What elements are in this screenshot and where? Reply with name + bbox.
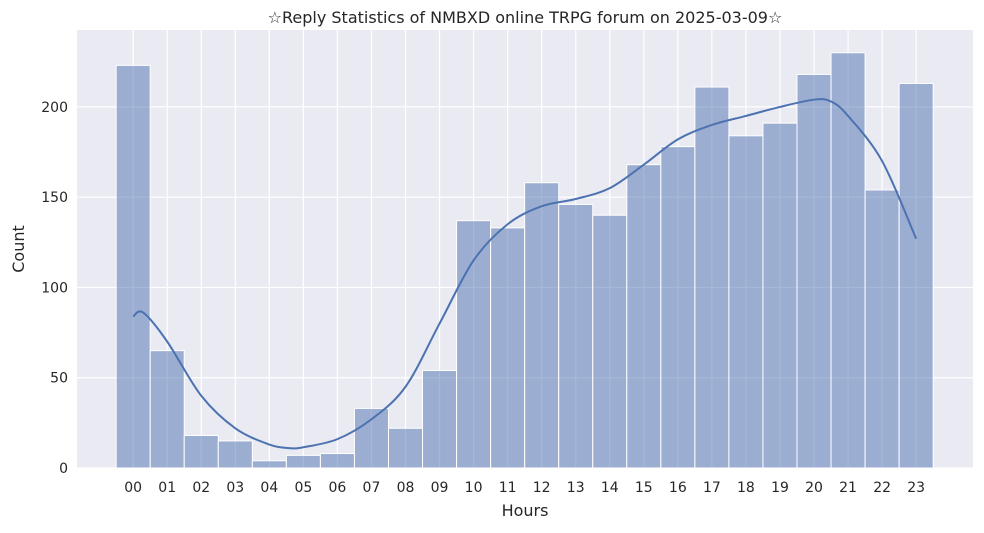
bar-17 <box>694 86 730 469</box>
bar-23 <box>898 82 934 469</box>
x-tick-label: 01 <box>158 480 176 496</box>
y-tick-label: 100 <box>41 280 68 296</box>
bar-08 <box>387 427 424 469</box>
y-axis-label: Count <box>9 225 28 273</box>
bar-14 <box>592 214 628 469</box>
bar-00 <box>115 64 151 469</box>
x-tick-label: 20 <box>805 480 823 496</box>
bar-22 <box>864 189 900 469</box>
y-tick-label: 200 <box>41 100 68 116</box>
bar-04 <box>251 460 287 469</box>
bar-05 <box>285 454 321 469</box>
y-tick-label: 50 <box>50 371 68 387</box>
bar-13 <box>558 203 594 469</box>
bar-15 <box>626 164 662 469</box>
bar-02 <box>183 435 219 469</box>
bar-18 <box>728 135 764 469</box>
x-tick-label: 15 <box>635 480 653 496</box>
kde-line <box>132 98 918 450</box>
x-tick-label: 13 <box>567 480 585 496</box>
bar-21 <box>830 52 866 469</box>
x-tick-label: 04 <box>260 480 278 496</box>
bar-03 <box>217 440 253 469</box>
x-tick-label: 10 <box>465 480 483 496</box>
bar-01 <box>149 350 185 469</box>
bar-19 <box>762 122 798 469</box>
x-tick-label: 14 <box>601 480 619 496</box>
x-tick-label: 08 <box>397 480 415 496</box>
x-tick-label: 00 <box>124 480 142 496</box>
bar-11 <box>490 227 526 469</box>
x-tick-label: 03 <box>226 480 244 496</box>
x-tick-label: 09 <box>431 480 449 496</box>
x-tick-label: 16 <box>669 480 687 496</box>
x-axis-label: Hours <box>502 501 549 520</box>
bar-12 <box>524 182 560 469</box>
x-tick-label: 02 <box>192 480 210 496</box>
bar-20 <box>796 73 832 469</box>
bar-09 <box>422 370 458 469</box>
y-tick-label: 150 <box>41 190 68 206</box>
bar-06 <box>319 453 355 469</box>
x-tick-label: 21 <box>839 480 857 496</box>
x-tick-label: 07 <box>363 480 381 496</box>
bar-10 <box>456 220 492 469</box>
x-tick-label: 22 <box>873 480 891 496</box>
chart-title: ☆Reply Statistics of NMBXD online TRPG f… <box>268 8 783 27</box>
x-tick-label: 18 <box>737 480 755 496</box>
x-tick-label: 12 <box>533 480 551 496</box>
x-tick-label: 23 <box>907 480 925 496</box>
bar-07 <box>353 407 389 469</box>
x-tick-label: 05 <box>294 480 312 496</box>
x-tick-label: 19 <box>771 480 789 496</box>
y-tick-label: 0 <box>59 461 68 477</box>
x-tick-label: 11 <box>499 480 517 496</box>
x-tick-label: 06 <box>329 480 347 496</box>
x-tick-label: 17 <box>703 480 721 496</box>
bar-16 <box>660 146 696 469</box>
